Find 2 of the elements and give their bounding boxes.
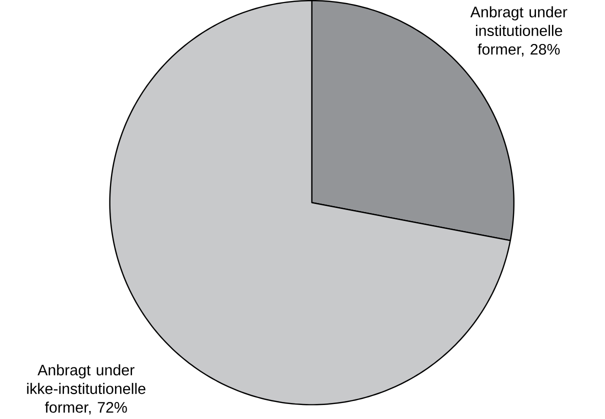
slice-label: Anbragt under institutionelle former, 28% [470,6,568,56]
slice-label: Anbragt under ikke-institutionelle former, 72% [27,364,146,414]
